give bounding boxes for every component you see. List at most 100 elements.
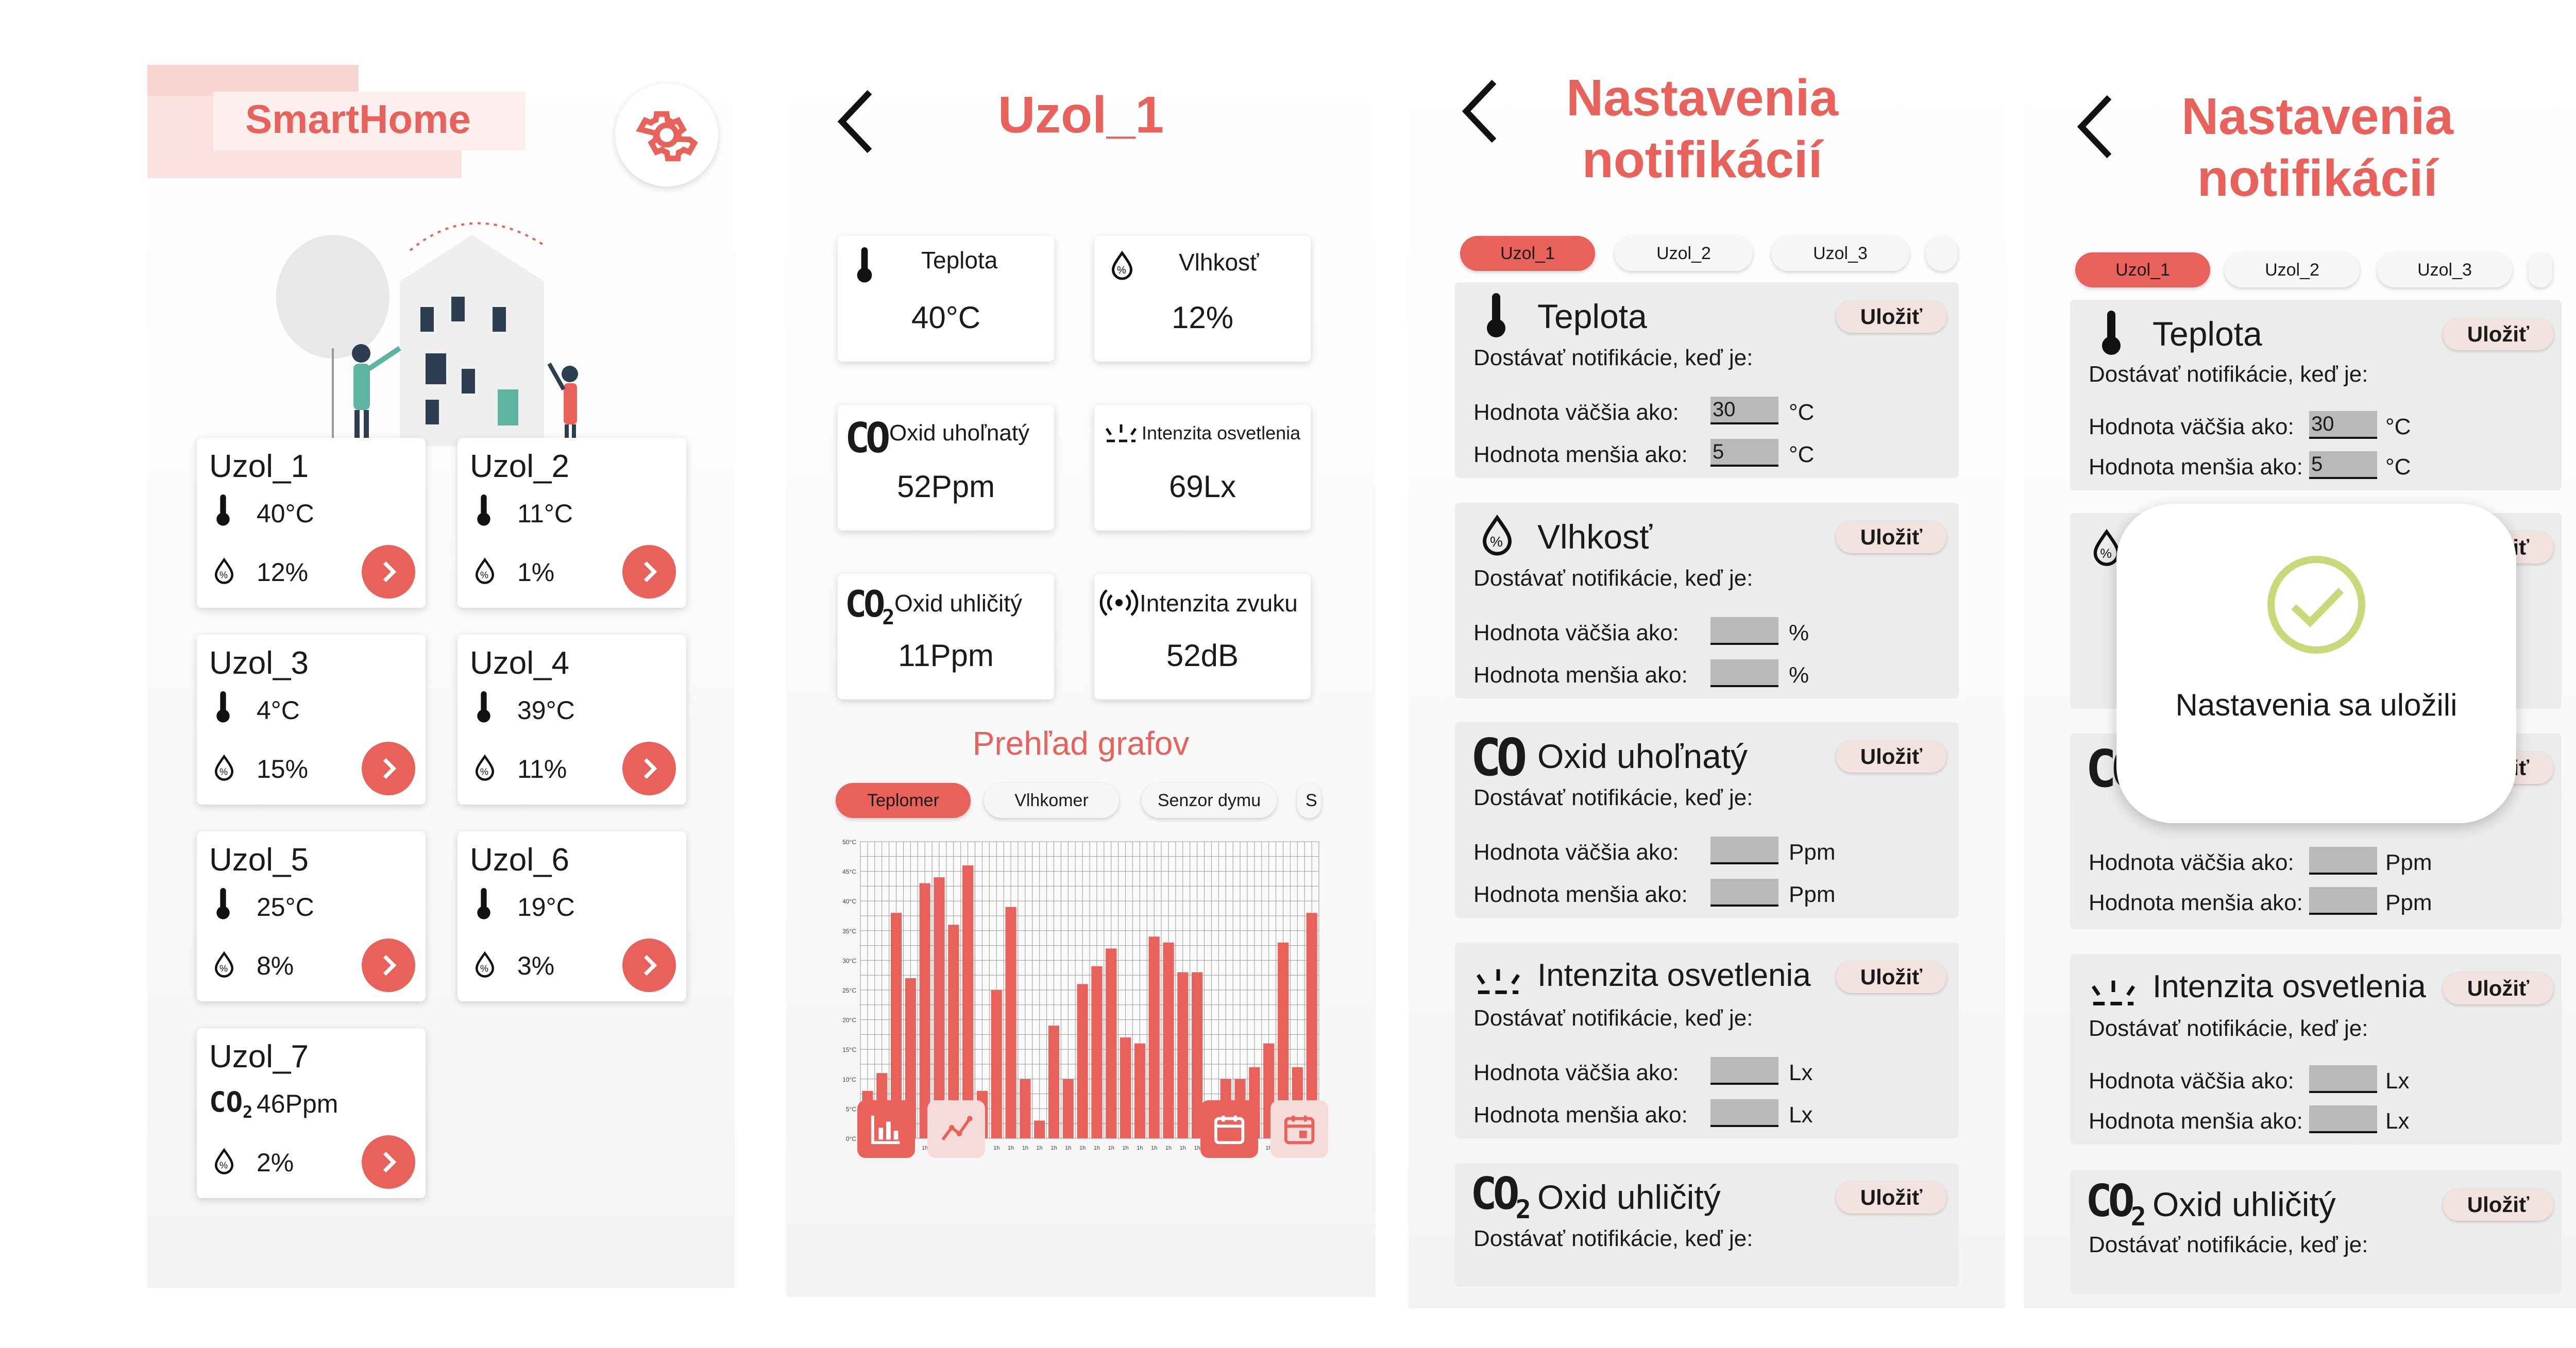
node-card[interactable]: Uzol_1 40°C % 12%	[197, 438, 426, 608]
less-input[interactable]: 5	[1710, 439, 1778, 467]
save-button[interactable]: Uložiť	[2443, 318, 2553, 350]
less-input[interactable]	[2309, 887, 2377, 915]
y-tick-label: 20°C	[842, 1017, 856, 1024]
page-title: Uzol_1	[786, 86, 1376, 145]
save-button[interactable]: Uložiť	[1836, 961, 1946, 993]
open-node-button[interactable]	[622, 545, 676, 599]
save-button[interactable]: Uložiť	[1836, 301, 1946, 333]
node-name: Uzol_3	[209, 645, 309, 681]
back-arrow-icon[interactable]	[2072, 91, 2119, 163]
subtitle: Dostávať notifikácie, keď je:	[1473, 1005, 1753, 1031]
less-label: Hodnota menšia ako:	[1473, 882, 1688, 908]
line-chart-button[interactable]	[927, 1100, 985, 1158]
greater-input[interactable]	[2309, 847, 2377, 875]
co2-icon: CO2	[209, 1086, 252, 1122]
thermometer-icon	[2101, 310, 2122, 356]
node-name: Uzol_4	[470, 645, 569, 681]
tab-more[interactable]	[2529, 252, 2552, 287]
tab-more[interactable]: S	[1297, 783, 1321, 818]
back-arrow-icon[interactable]	[1457, 75, 1503, 147]
node-value1: 4°C	[257, 695, 300, 725]
bar	[1077, 984, 1088, 1138]
saved-toast: Nastavenia sa uložili	[2116, 504, 2516, 823]
greater-input[interactable]	[2309, 1065, 2377, 1093]
sensor-value: 11Ppm	[838, 638, 1054, 673]
greater-label: Hodnota väčšia ako:	[2089, 1068, 2294, 1094]
open-node-button[interactable]	[362, 1135, 415, 1189]
sensor-card[interactable]: Teplota 40°C	[838, 236, 1054, 362]
sensor-card[interactable]: CO2 Oxid uhličitý 11Ppm	[838, 574, 1054, 699]
node-card[interactable]: Uzol_7 CO2 46Ppm % 2%	[197, 1028, 426, 1198]
sensor-card[interactable]: CO Oxid uhoľnatý 52Ppm	[838, 405, 1054, 531]
charts-title: Prehľad grafov	[786, 724, 1376, 762]
y-tick-label: 50°C	[842, 839, 856, 846]
x-tick-label: 1h	[1065, 1145, 1071, 1151]
sensor-label: Teplota	[921, 246, 997, 274]
subtitle: Dostávať notifikácie, keď je:	[1473, 566, 1753, 591]
section-title: Intenzita osvetlenia	[1537, 957, 1811, 994]
save-button[interactable]: Uložiť	[1836, 741, 1946, 773]
greater-input[interactable]	[1710, 837, 1778, 864]
tab-thermometer[interactable]: Teplomer	[836, 783, 971, 818]
node-card[interactable]: Uzol_4 39°C % 11%	[457, 635, 686, 805]
bar	[1005, 907, 1016, 1138]
tab-uzol-2[interactable]: Uzol_2	[2225, 252, 2360, 287]
settings-button[interactable]	[615, 83, 718, 186]
x-tick-label: 1h	[1037, 1145, 1043, 1151]
tab-uzol-2[interactable]: Uzol_2	[1615, 236, 1753, 271]
sensor-card[interactable]: % Vlhkosť 12%	[1094, 236, 1311, 362]
calendar-range-button[interactable]	[1270, 1100, 1328, 1158]
sensor-card[interactable]: Intenzita zvuku 52dB	[1094, 574, 1311, 699]
tab-uzol-3[interactable]: Uzol_3	[2377, 252, 2512, 287]
less-input[interactable]	[1710, 1099, 1778, 1127]
greater-input[interactable]: 30	[2309, 411, 2377, 439]
tab-uzol-3[interactable]: Uzol_3	[1771, 236, 1909, 271]
thermometer-icon	[476, 494, 492, 526]
save-button[interactable]: Uložiť	[1836, 521, 1946, 553]
chevron-right-icon	[376, 559, 401, 585]
sensor-card[interactable]: Intenzita osvetlenia 69Lx	[1094, 405, 1311, 531]
unit-label: %	[1789, 662, 1809, 688]
detail-screen: Uzol_1 Teplota 40°C % Vlhkosť 12% CO Oxi…	[786, 65, 1376, 1297]
node-value2: 12%	[257, 557, 308, 587]
save-button[interactable]: Uložiť	[1836, 1182, 1946, 1214]
save-button[interactable]: Uložiť	[2443, 1189, 2553, 1221]
save-button[interactable]: Uložiť	[2443, 972, 2553, 1004]
notif-section-light: Intenzita osvetlenia Uložiť Dostávať not…	[2070, 954, 2562, 1145]
open-node-button[interactable]	[622, 742, 676, 795]
tab-uzol-1[interactable]: Uzol_1	[1460, 236, 1595, 271]
sensor-value: 69Lx	[1094, 469, 1311, 504]
less-input[interactable]	[1710, 879, 1778, 907]
bar	[991, 990, 1002, 1138]
greater-input[interactable]: 30	[1710, 397, 1778, 424]
less-input[interactable]	[1710, 659, 1778, 687]
co-icon: CO	[1470, 727, 1522, 788]
open-node-button[interactable]	[362, 939, 415, 992]
less-input[interactable]: 5	[2309, 451, 2377, 479]
greater-input[interactable]	[1710, 617, 1778, 645]
tab-hygrometer[interactable]: Vlhkomer	[984, 783, 1119, 818]
greater-input[interactable]	[1710, 1057, 1778, 1085]
open-node-button[interactable]	[622, 939, 676, 992]
bar-chart-button[interactable]	[857, 1100, 915, 1158]
node-value2: 1%	[517, 557, 554, 587]
open-node-button[interactable]	[362, 742, 415, 795]
x-tick-label: 1h	[1122, 1145, 1128, 1151]
sensor-label: Intenzita zvuku	[1140, 589, 1298, 617]
tab-smoke-sensor[interactable]: Senzor dymu	[1142, 783, 1277, 818]
title-line2: notifikácií	[1512, 129, 1893, 191]
less-input[interactable]	[2309, 1105, 2377, 1133]
y-tick-label: 45°C	[842, 868, 856, 876]
svg-text:%: %	[480, 767, 488, 777]
page-title: Nastavenia notifikácií	[2127, 86, 2508, 209]
section-title: Oxid uhoľnatý	[1537, 737, 1748, 776]
tab-uzol-1[interactable]: Uzol_1	[2075, 252, 2210, 287]
node-card[interactable]: Uzol_6 19°C % 3%	[457, 831, 686, 1001]
bar	[920, 883, 930, 1138]
open-node-button[interactable]	[362, 545, 415, 599]
node-card[interactable]: Uzol_3 4°C % 15%	[197, 635, 426, 805]
node-card[interactable]: Uzol_5 25°C % 8%	[197, 831, 426, 1001]
node-card[interactable]: Uzol_2 11°C % 1%	[457, 438, 686, 608]
tab-more[interactable]	[1926, 236, 1958, 271]
calendar-button[interactable]	[1200, 1100, 1258, 1158]
